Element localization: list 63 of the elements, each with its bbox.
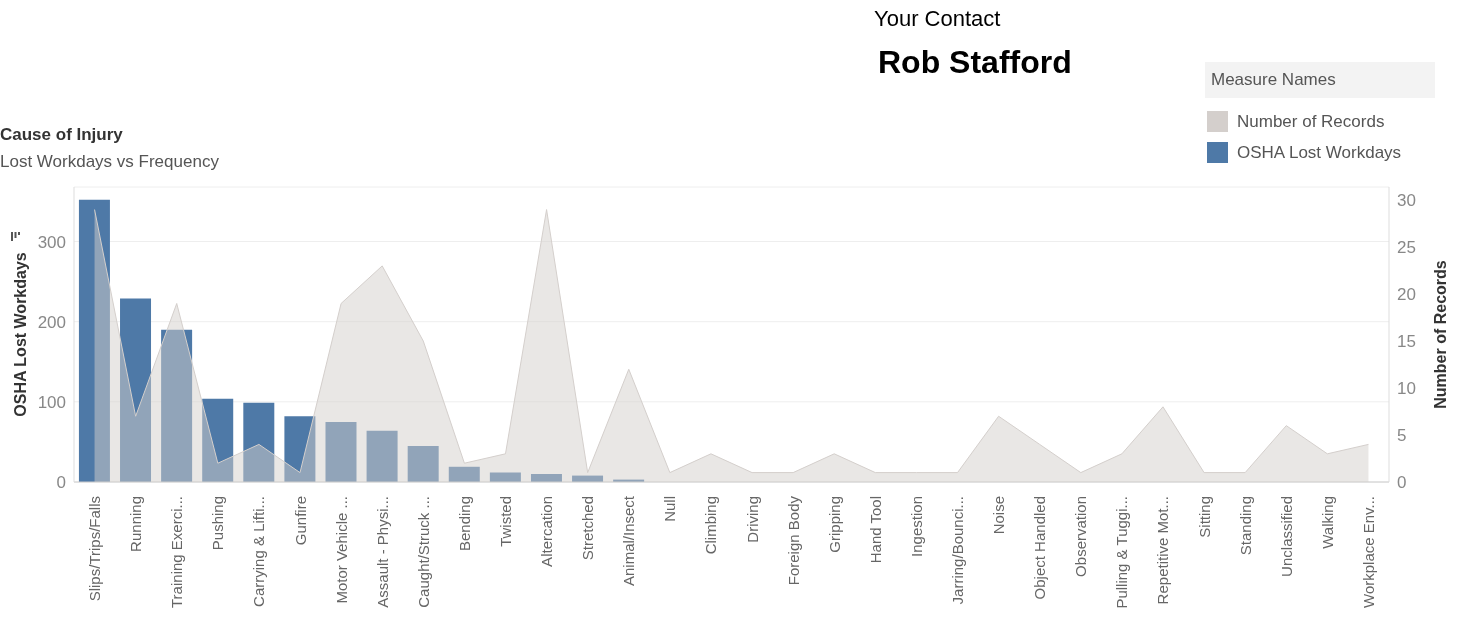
x-tick-label: Ingestion	[907, 496, 925, 557]
y-tick-label: 300	[37, 232, 66, 252]
x-tick-label: Twisted	[496, 496, 514, 547]
x-tick-label: Noise	[990, 496, 1008, 535]
text: Your Contact	[874, 6, 1001, 32]
bar	[489, 472, 521, 482]
bar	[325, 421, 357, 482]
y2-tick-label: 30	[1397, 191, 1416, 211]
y-tick-label: 0	[56, 473, 66, 493]
legend-title: Measure Names	[1205, 62, 1435, 98]
x-tick-label: Repetitive Mot...	[1154, 496, 1172, 605]
x-tick-label: Hand Tool	[866, 496, 884, 564]
x-tick-label: Animal/Insect	[620, 495, 638, 587]
x-tick-label: Unclassified	[1277, 496, 1295, 577]
x-tick-label: Gripping	[825, 496, 843, 553]
y2-tick-label: 25	[1397, 238, 1416, 258]
chart-title: Cause of Injury	[0, 125, 123, 145]
x-tick-label: Carrying & Lifti...	[250, 496, 268, 607]
y2-tick-label: 20	[1397, 285, 1416, 305]
x-tick-label: Jarring/Bounci...	[949, 496, 967, 605]
x-tick-label: Null	[661, 496, 679, 522]
x-tick-label: Bending	[455, 496, 473, 552]
x-tick-label: Climbing	[702, 496, 720, 555]
x-tick-label: Observation	[1072, 496, 1090, 577]
bar	[161, 329, 193, 482]
x-tick-label: Slips/Trips/Falls	[86, 496, 104, 602]
y2-tick-label: 15	[1397, 332, 1416, 352]
bar	[202, 398, 234, 482]
x-tick-label: Foreign Body	[784, 495, 802, 586]
bar	[407, 445, 439, 482]
x-tick-label: Walking	[1318, 496, 1336, 549]
chart-subtitle: Lost Workdays vs Frequency	[0, 152, 219, 172]
y-tick-label: 200	[37, 312, 66, 332]
legend-label: Number of Records	[1237, 111, 1385, 132]
y2-axis-title: Number of Records	[1431, 260, 1449, 409]
x-tick-label: Assault - Physi...	[373, 496, 391, 608]
y2-tick-label: 10	[1397, 379, 1416, 399]
bar	[448, 466, 480, 482]
x-tick-label: Gunfire	[291, 496, 309, 546]
bar	[284, 416, 316, 482]
x-tick-label: Running	[127, 496, 145, 552]
x-tick-label: Object Handled	[1031, 496, 1049, 600]
x-tick-label: Pulling & Tuggi...	[1113, 496, 1131, 609]
x-tick-label: Pushing	[209, 496, 227, 551]
y-tick-label: 100	[37, 392, 66, 412]
x-tick-label: Driving	[743, 496, 761, 543]
bar	[366, 430, 398, 482]
text: Rob Stafford	[878, 44, 1072, 81]
bar	[120, 298, 152, 482]
bar	[78, 199, 110, 482]
legend-label: OSHA Lost Workdays	[1237, 142, 1402, 163]
x-tick-label: Caught/Struck ...	[414, 496, 432, 608]
y2-tick-label: 0	[1397, 473, 1407, 493]
x-tick-label: Training Exerci...	[168, 496, 186, 608]
x-tick-label: Altercation	[538, 496, 556, 567]
bar	[243, 402, 275, 482]
y-axis-title: OSHA Lost Workdays	[11, 252, 29, 417]
x-tick-label: Motor Vehicle ...	[332, 496, 350, 604]
x-tick-label: Standing	[1236, 496, 1254, 556]
x-tick-label: Stretched	[579, 496, 597, 561]
x-tick-label: Sitting	[1195, 496, 1213, 538]
x-tick-label: Workplace Env...	[1359, 496, 1377, 608]
y2-tick-label: 5	[1397, 426, 1407, 446]
